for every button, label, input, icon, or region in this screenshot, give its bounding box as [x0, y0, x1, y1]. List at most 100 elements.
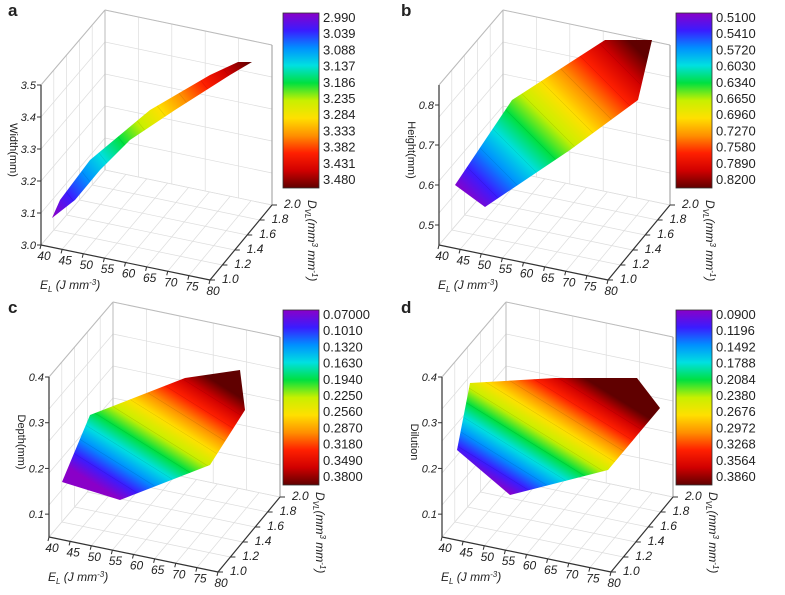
x-tick	[567, 563, 570, 568]
z-axis-title: Depth(mm)	[15, 414, 27, 469]
grid-line	[526, 479, 590, 555]
contour-line	[457, 396, 635, 495]
colorbar	[675, 309, 713, 486]
x-tick-label: 65	[541, 271, 555, 285]
x-tick	[564, 271, 567, 276]
surface	[455, 40, 652, 207]
z-tick-label: 0.7	[419, 140, 435, 152]
x-tick-label: 65	[151, 563, 165, 577]
grid-line	[544, 191, 608, 268]
x-axis-title-part: (J mm	[60, 570, 97, 584]
x-tick-label: 60	[520, 267, 534, 281]
y-tick-label: 2.0	[681, 197, 699, 211]
y-tick-label: 1.6	[657, 227, 674, 241]
x-axis-title: EL (J mm-3)	[40, 278, 100, 294]
colorbar-label: 0.1010	[323, 323, 363, 338]
z-tick-label: 0.4	[29, 372, 44, 384]
x-tick-label: 40	[438, 541, 452, 555]
grid-line	[188, 200, 252, 276]
grid-line	[505, 333, 674, 370]
colorbar-label: 0.2870	[323, 420, 363, 435]
y-axis-title: DVL(mm3 mm-1)	[701, 200, 717, 281]
y-axis-title-part: VL	[311, 501, 320, 511]
x-tick-label: 50	[478, 258, 492, 272]
y-axis-title-part: VL	[704, 501, 713, 511]
grid-line	[74, 506, 243, 543]
colorbar-label: 0.1630	[323, 356, 363, 371]
colorbar-label: 3.333	[323, 123, 356, 138]
x-axis-title-part: L	[446, 285, 450, 294]
x-tick	[60, 249, 63, 254]
x-tick	[482, 545, 485, 550]
x-tick	[110, 550, 113, 555]
panel-label: b	[401, 1, 411, 20]
x-tick	[81, 253, 84, 258]
x-tick	[187, 275, 190, 280]
grid-line	[175, 488, 239, 564]
x-tick	[525, 554, 527, 559]
colorbar-label: 0.2084	[716, 372, 756, 387]
y-axis-title-part: mm	[313, 539, 327, 562]
y-axis-title-part: )	[313, 567, 327, 573]
grid-line	[480, 491, 649, 528]
grid-line	[565, 196, 629, 272]
x-tick	[68, 541, 71, 546]
y-axis-title-part: 3	[711, 534, 720, 539]
grid-line	[48, 365, 114, 442]
x-tick	[609, 571, 612, 577]
x-axis-title-part: E	[40, 278, 49, 292]
y-axis-title-part: 3	[318, 534, 327, 539]
x-tick	[500, 258, 503, 263]
colorbar-label: 0.8200	[716, 172, 756, 187]
y-axis-title-part: (mm	[313, 510, 327, 534]
contour-line	[455, 87, 591, 207]
colorbar-label: 0.2250	[323, 388, 363, 403]
contour-line	[116, 62, 252, 203]
y-tick-label: 1.4	[247, 242, 264, 256]
contour-line	[457, 408, 627, 495]
colorbar-label: 0.1196	[716, 323, 755, 338]
y-tick-label: 1.8	[280, 504, 297, 518]
z-tick-label: 0.2	[422, 463, 437, 475]
z-tick-label: 3.0	[21, 240, 37, 252]
colorbar-label: 0.5720	[716, 42, 756, 57]
colorbar-label: 0.7270	[716, 123, 756, 138]
x-tick-label: 70	[172, 567, 186, 581]
x-tick-label: 65	[143, 271, 157, 285]
x-axis-title-part: -3	[490, 570, 498, 579]
x-tick	[153, 558, 156, 563]
x-tick-label: 50	[88, 550, 102, 564]
x-tick-label: 50	[80, 258, 94, 272]
grid-line	[40, 105, 106, 182]
y-tick-label: 2.0	[684, 489, 702, 503]
x-tick	[546, 558, 549, 563]
panel-d: 40 45 50 55 60 65 70 75 801.01.21.41.61.82.0 0.1 0…	[401, 298, 756, 590]
grid-line	[112, 474, 176, 551]
y-axis-title: DVL(mm3 mm-1)	[311, 492, 327, 573]
x-axis-title: EL (J mm-3)	[438, 278, 498, 294]
surface	[457, 378, 660, 495]
x-tick	[47, 536, 50, 542]
x-tick	[216, 571, 219, 577]
x-axis-title-part: )	[102, 570, 108, 584]
z-tick-label: 0.3	[422, 418, 438, 430]
box-edge	[502, 9, 671, 46]
box-edge	[48, 301, 114, 378]
contour-line	[82, 370, 245, 462]
grid-line	[53, 229, 223, 266]
y-tick-label: 1.0	[230, 564, 247, 578]
grid-line	[133, 479, 197, 555]
colorbar-label: 0.6650	[716, 91, 756, 106]
y-tick-label: 1.6	[259, 227, 276, 241]
x-axis-title-part: L	[48, 285, 52, 294]
x-tick-label: 55	[101, 262, 115, 276]
colorbar-label: 0.3564	[716, 453, 756, 468]
x-tick	[585, 275, 588, 280]
grid-line	[92, 184, 260, 221]
colorbar-label: 0.0900	[716, 307, 756, 322]
x-axis-title-part: )	[492, 278, 498, 292]
x-tick-label: 40	[37, 249, 51, 263]
contour-line	[90, 370, 245, 449]
